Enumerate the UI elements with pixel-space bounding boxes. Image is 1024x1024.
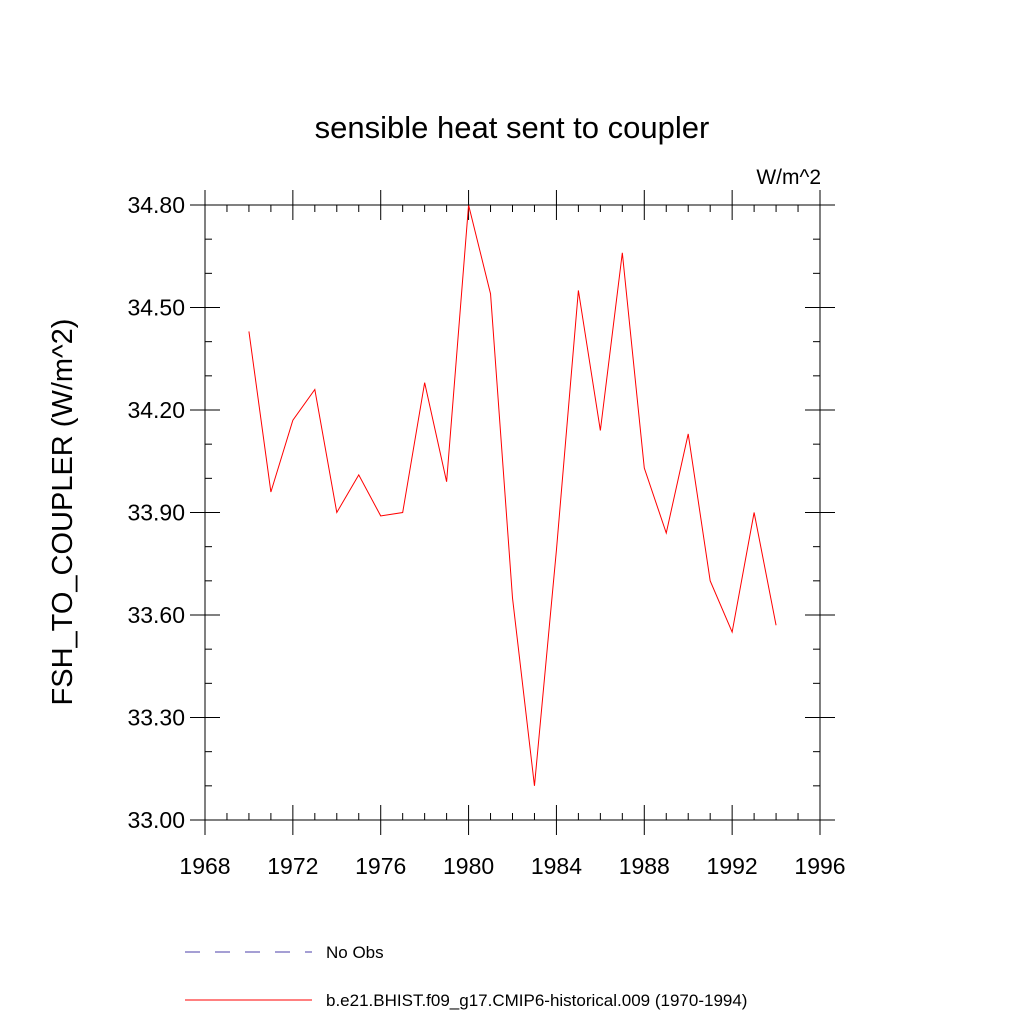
y-axis-label: FSH_TO_COUPLER (W/m^2)	[47, 319, 79, 706]
legend-label: b.e21.BHIST.f09_g17.CMIP6-historical.009…	[326, 991, 747, 1010]
x-tick-label: 1992	[707, 853, 758, 879]
x-tick-label: 1976	[355, 853, 406, 879]
plot-frame	[204, 204, 821, 821]
x-tick-label: 1996	[794, 853, 845, 879]
series-line	[248, 204, 777, 786]
axis-ticks	[190, 190, 835, 835]
units-label: W/m^2	[756, 166, 821, 189]
y-tick-label: 34.50	[127, 295, 185, 321]
chart-title: sensible heat sent to coupler	[315, 110, 710, 145]
tick-labels: 1968 1972 1976 1980 1984 1988 1992 1996 33.00 33.…	[127, 192, 845, 879]
x-tick-label: 1968	[179, 853, 230, 879]
x-tick-label: 1984	[531, 853, 582, 879]
legend-label: No Obs	[326, 943, 384, 962]
y-tick-label: 33.00	[127, 807, 185, 833]
x-tick-label: 1980	[443, 853, 494, 879]
y-tick-label: 34.20	[127, 397, 185, 423]
x-tick-label: 1988	[619, 853, 670, 879]
series-layer	[248, 204, 777, 786]
y-tick-label: 34.80	[127, 192, 185, 218]
y-tick-label: 33.30	[127, 705, 185, 731]
y-tick-label: 33.60	[127, 602, 185, 628]
y-tick-label: 33.90	[127, 500, 185, 526]
x-tick-label: 1972	[267, 853, 318, 879]
legend: No Obs b.e21.BHIST.f09_g17.CMIP6-historic…	[185, 943, 747, 1010]
